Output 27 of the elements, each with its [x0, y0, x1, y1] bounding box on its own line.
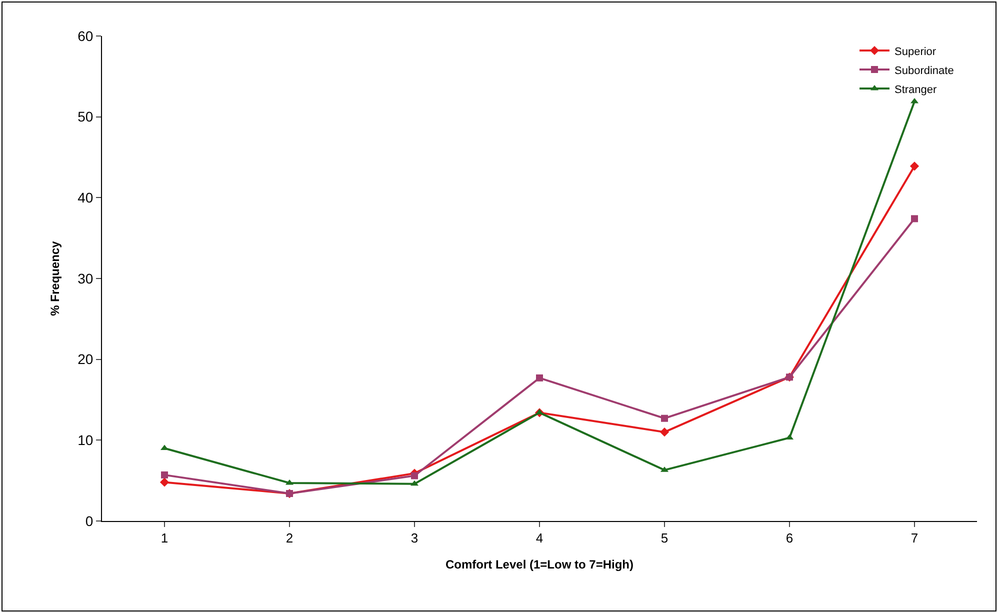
point [160, 478, 170, 487]
legend-label: Stranger [894, 84, 938, 96]
x-tick-label: 6 [786, 530, 794, 546]
x-axis-title: Comfort Level (1=Low to 7=High) [445, 558, 634, 572]
y-tick-label: 30 [78, 270, 94, 286]
x-tick-label: 1 [160, 530, 168, 546]
y-tick-label: 50 [78, 108, 94, 125]
point [660, 428, 670, 437]
y-tick-label: 60 [78, 28, 94, 44]
y-tick-label: 0 [85, 512, 94, 529]
x-tick-label: 7 [910, 530, 918, 546]
y-tick-label: 40 [78, 190, 94, 206]
point [536, 374, 543, 382]
point [411, 472, 418, 480]
y-axis-title: % Frequency [48, 240, 62, 316]
point [661, 414, 668, 422]
point [910, 162, 920, 171]
x-tick-label: 4 [536, 530, 544, 546]
y-tick-label: 10 [78, 432, 94, 448]
point [911, 215, 918, 222]
legend-label: Superior [894, 46, 936, 58]
legend-label: Subordinate [894, 64, 954, 77]
y-tick-label: 20 [78, 351, 94, 368]
x-tick-label: 2 [286, 530, 294, 546]
x-tick-label: 5 [660, 530, 668, 546]
point [161, 471, 168, 478]
x-tick-label: 3 [410, 530, 418, 546]
